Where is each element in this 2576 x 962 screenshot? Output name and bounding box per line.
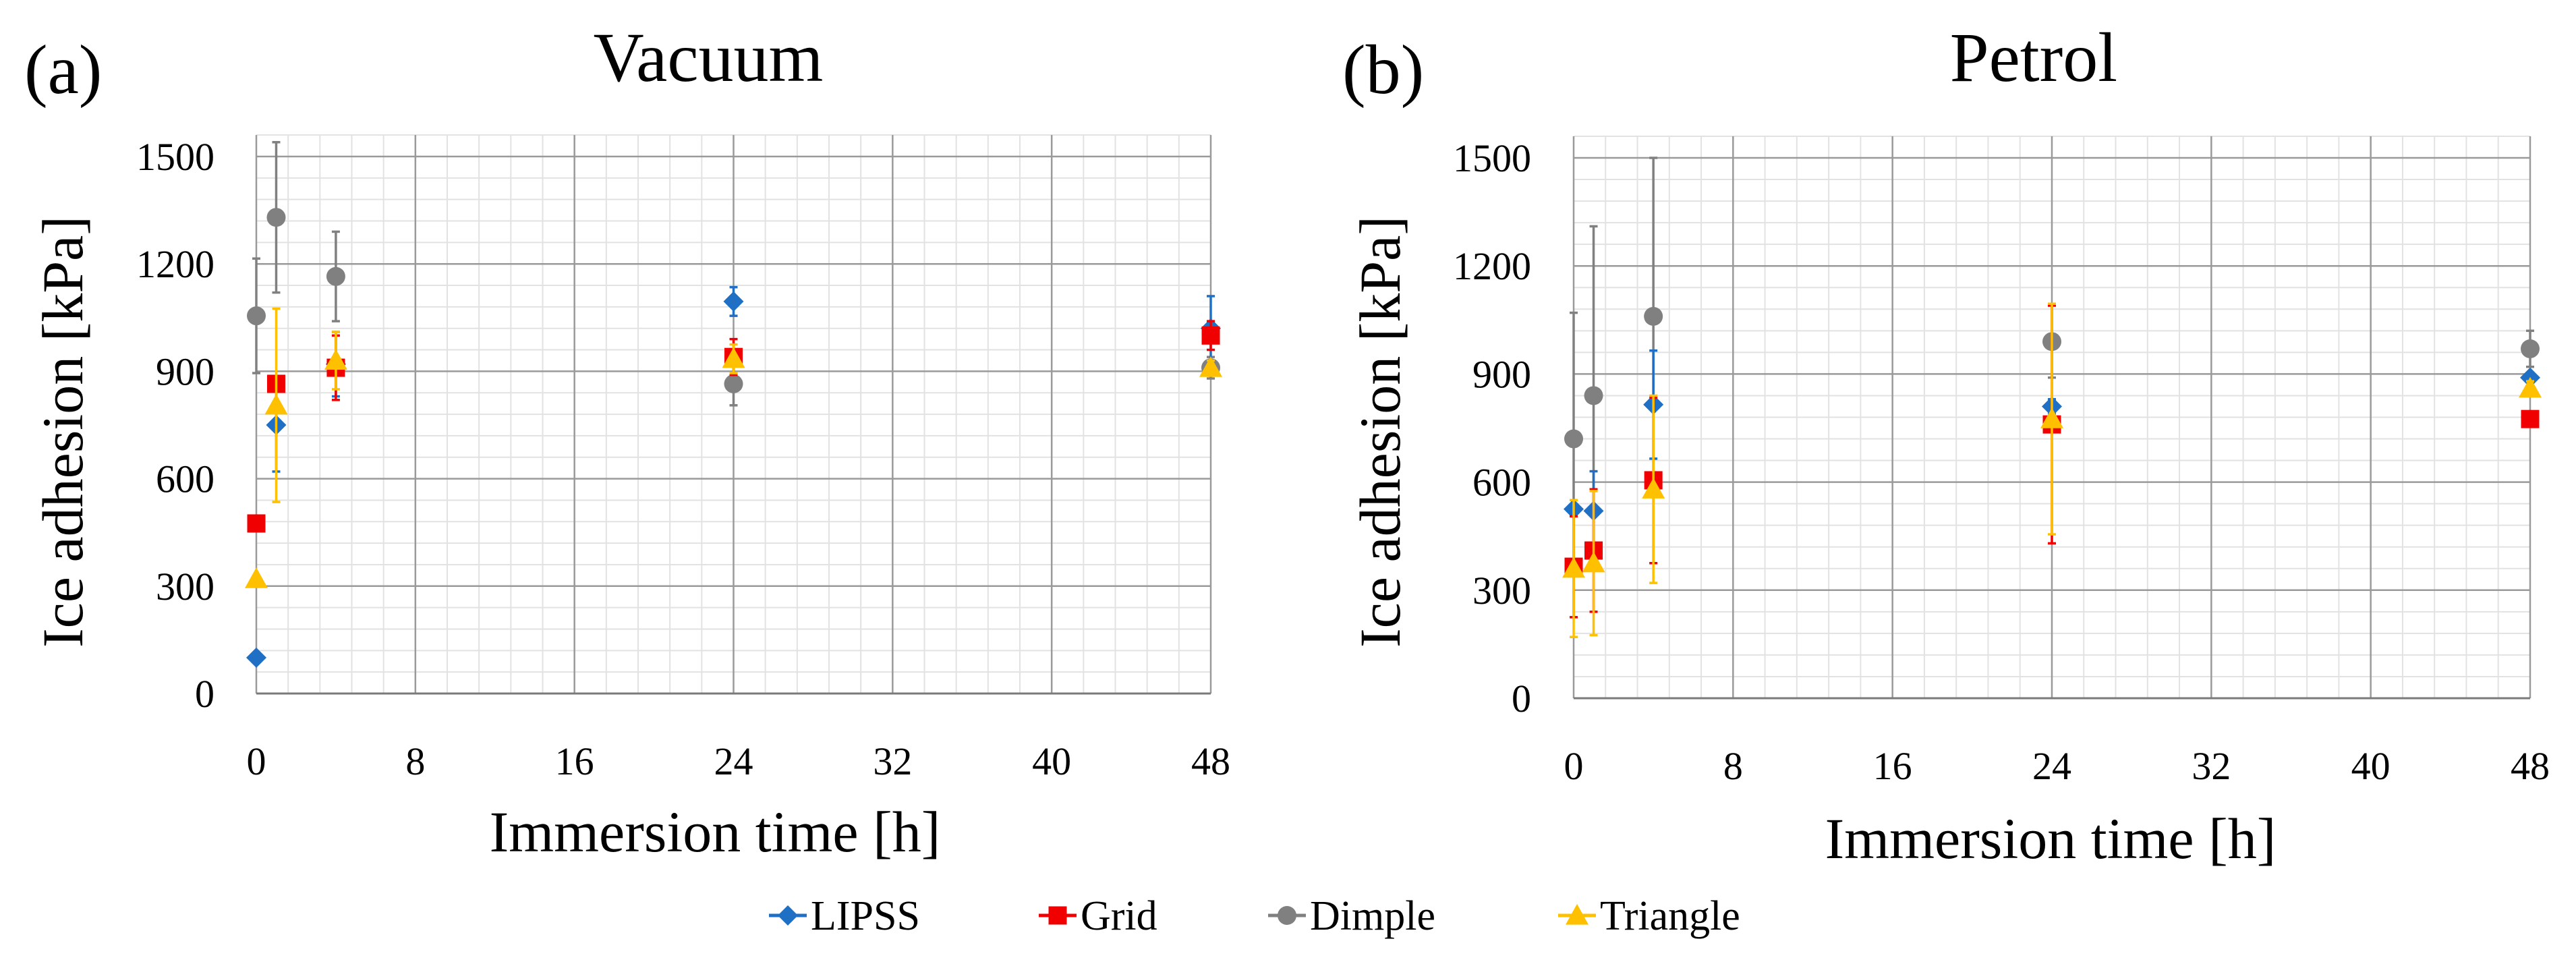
y-tick-label: 900 xyxy=(156,349,214,393)
x-tick-label: 24 xyxy=(714,739,753,783)
x-axis-title: Immersion time [h] xyxy=(490,799,941,864)
panel-label: (b) xyxy=(1342,31,1424,109)
x-tick-label: 0 xyxy=(1564,744,1584,788)
x-tick-label: 16 xyxy=(555,739,594,783)
data-point-legend-dimple xyxy=(1278,906,1296,925)
data-point-triangle-4 xyxy=(2519,376,2542,398)
x-tick-label: 24 xyxy=(2032,744,2071,788)
data-point-dimple-0 xyxy=(1564,429,1583,449)
data-point-triangle-1 xyxy=(264,393,288,415)
data-point-triangle-4 xyxy=(1199,356,1222,377)
y-tick-label: 600 xyxy=(1472,461,1531,505)
x-tick-label: 48 xyxy=(1191,739,1230,783)
x-tick-label: 40 xyxy=(2351,744,2391,788)
y-tick-label: 900 xyxy=(1472,352,1531,396)
y-axis-title: Ice adhesion [kPa] xyxy=(1348,216,1412,648)
legend-item-dimple: Dimple xyxy=(1268,893,1435,939)
data-point-lipss-3 xyxy=(723,291,744,312)
data-point-grid-0 xyxy=(247,514,266,533)
series-triangle xyxy=(245,307,1222,588)
x-tick-label: 32 xyxy=(2192,744,2231,788)
data-point-legend-grid xyxy=(1048,906,1067,925)
y-tick-label: 1200 xyxy=(136,242,214,286)
series-triangle xyxy=(1562,302,2542,638)
chart-title: Petrol xyxy=(1950,19,2117,96)
y-axis-title: Ice adhesion [kPa] xyxy=(30,216,95,648)
data-point-triangle-1 xyxy=(1582,551,1605,573)
data-point-triangle-3 xyxy=(722,347,745,368)
x-axis-title: Immersion time [h] xyxy=(1825,806,2277,871)
data-point-dimple-1 xyxy=(1584,386,1603,405)
y-tick-label: 600 xyxy=(156,457,214,501)
data-point-triangle-0 xyxy=(245,567,268,588)
data-point-dimple-4 xyxy=(2521,339,2540,359)
x-tick-label: 40 xyxy=(1032,739,1071,783)
data-point-triangle-3 xyxy=(2040,407,2063,428)
x-tick-label: 8 xyxy=(1723,744,1743,788)
data-point-dimple-0 xyxy=(247,306,266,326)
x-tick-label: 0 xyxy=(247,739,266,783)
data-point-triangle-0 xyxy=(1562,557,1585,578)
chart-title: Vacuum xyxy=(594,19,824,96)
y-tick-label: 300 xyxy=(156,565,214,609)
panel-label: (a) xyxy=(24,31,102,109)
data-point-dimple-2 xyxy=(326,266,345,286)
chart-panel-petrol: (b) Petrol 0 8 16 24 32 40 48 0 300 600 900 1200 150… xyxy=(1342,19,2550,871)
legend-label: Dimple xyxy=(1310,893,1435,939)
legend: LIPSS Grid Dimple Triangle xyxy=(769,893,1740,939)
data-point-lipss-0 xyxy=(246,647,266,668)
data-point-triangle-2 xyxy=(1642,478,1665,499)
y-tick-label: 0 xyxy=(1512,677,1531,720)
data-point-triangle-2 xyxy=(324,349,347,370)
y-tick-label: 300 xyxy=(1472,569,1531,613)
data-point-grid-4 xyxy=(2521,409,2540,428)
legend-label: Triangle xyxy=(1600,893,1740,939)
y-tick-label: 1500 xyxy=(1453,136,1531,180)
x-tick-label: 32 xyxy=(873,739,912,783)
data-point-legend-triangle xyxy=(1566,904,1588,925)
data-point-dimple-3 xyxy=(724,374,743,393)
legend-item-lipss: LIPSS xyxy=(769,893,920,939)
data-point-dimple-1 xyxy=(266,208,286,227)
y-tick-label: 0 xyxy=(195,672,214,716)
y-tick-label: 1500 xyxy=(136,135,214,179)
x-tick-label: 48 xyxy=(2511,744,2550,788)
y-tick-label: 1200 xyxy=(1453,244,1531,288)
x-tick-label: 16 xyxy=(1873,744,1912,788)
x-tick-label: 8 xyxy=(405,739,425,783)
data-point-grid-4 xyxy=(1201,326,1220,345)
data-point-legend-lipss xyxy=(778,905,798,926)
chart-panel-vacuum: (a) Vacuum 0 8 16 24 32 40 48 0 300 600 900 1200 150… xyxy=(24,19,1230,864)
legend-label: Grid xyxy=(1081,893,1157,939)
legend-item-grid: Grid xyxy=(1039,893,1157,939)
legend-item-triangle: Triangle xyxy=(1558,893,1740,939)
legend-label: LIPSS xyxy=(811,893,920,939)
data-point-dimple-2 xyxy=(1644,306,1663,326)
